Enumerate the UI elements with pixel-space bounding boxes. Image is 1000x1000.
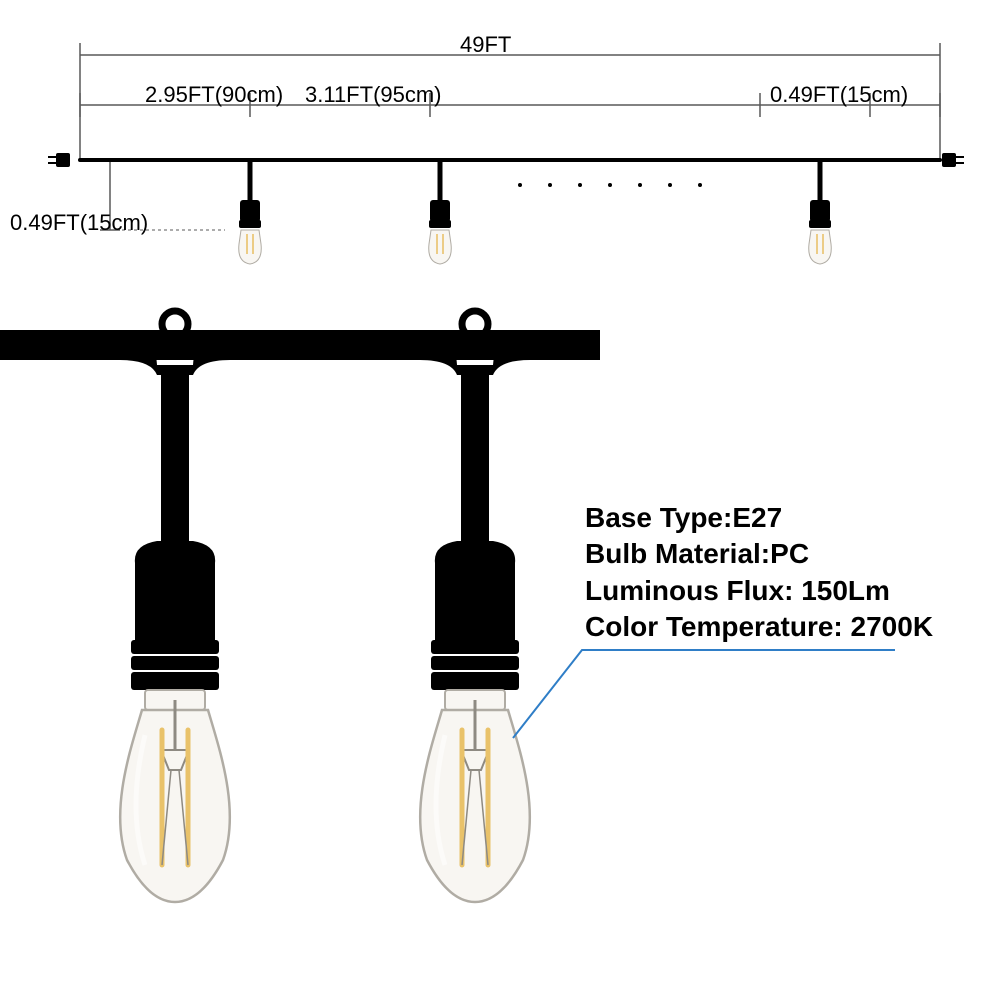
tail-length-label: 0.49FT(15cm)	[770, 82, 908, 108]
small-bulb-icon	[809, 160, 832, 264]
spec-flux-label: Luminous Flux:	[585, 575, 793, 606]
socket-detail	[420, 311, 530, 902]
plug-icon	[48, 153, 70, 167]
spec-base-value: E27	[732, 502, 782, 533]
small-bulb-icon	[429, 160, 452, 264]
drop-length-label: 0.49FT(15cm)	[10, 210, 148, 236]
spec-material-value: PC	[770, 538, 809, 569]
plug-icon	[942, 153, 964, 167]
small-bulb-icon	[239, 160, 262, 264]
socket-detail	[120, 311, 230, 902]
spec-material-label: Bulb Material:	[585, 538, 770, 569]
spec-flux-value: 150Lm	[793, 575, 890, 606]
spec-base-label: Base Type:	[585, 502, 732, 533]
spec-cct-value: 2700K	[843, 611, 933, 642]
callout-line	[513, 650, 895, 738]
lead-length-label: 2.95FT(90cm)	[145, 82, 283, 108]
spec-cct-label: Color Temperature:	[585, 611, 843, 642]
spec-text-block: Base Type:E27 Bulb Material:PC Luminous …	[585, 500, 933, 646]
spacing-length-label: 3.11FT(95cm)	[305, 82, 442, 108]
total-length-label: 49FT	[460, 32, 511, 58]
